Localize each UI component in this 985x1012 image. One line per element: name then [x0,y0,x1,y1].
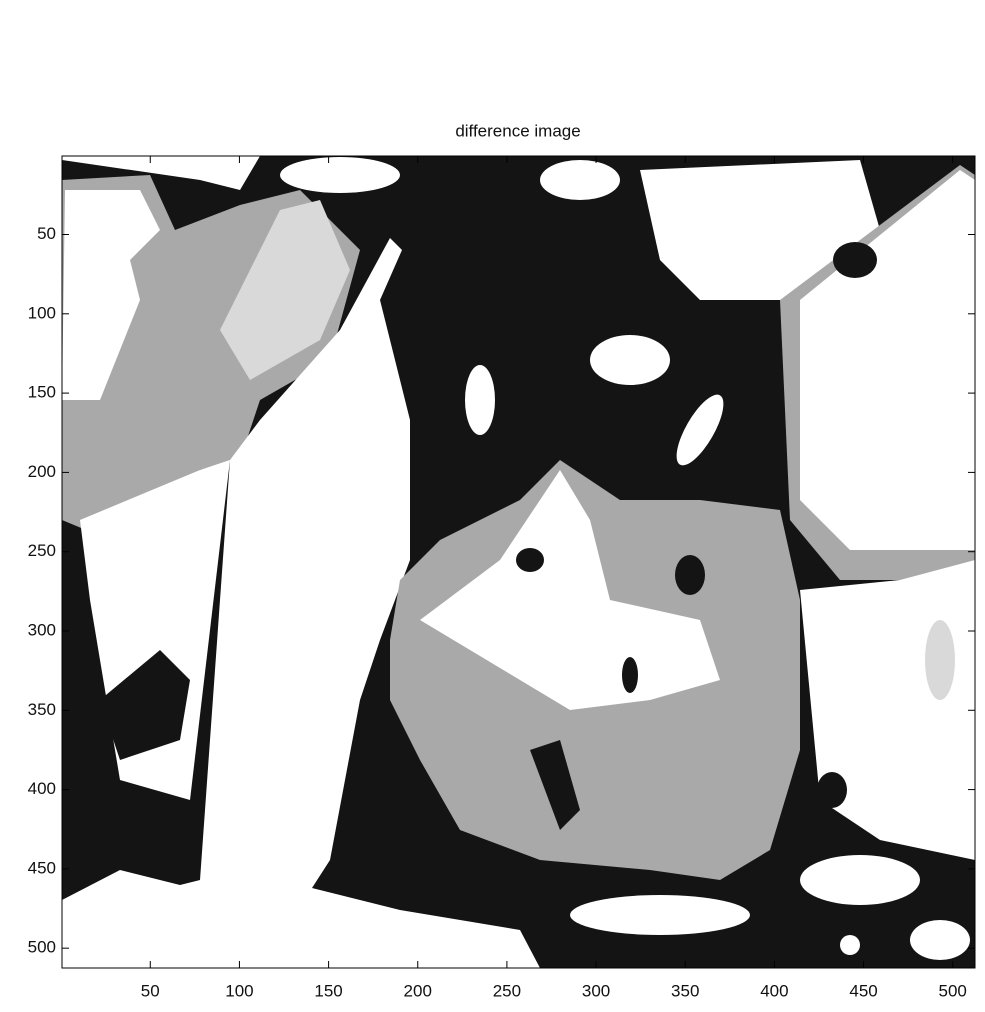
y-tick-label: 250 [28,541,56,560]
y-tick-label: 200 [28,462,56,481]
image-region [280,157,400,193]
y-tick-label: 300 [28,620,56,639]
image-region [516,548,544,572]
image-region [62,238,540,968]
image-region [570,895,750,935]
x-tick-label: 250 [493,981,521,1000]
y-tick-label: 450 [28,858,56,877]
image-region [420,470,720,710]
image-region [530,740,580,830]
y-tick-label: 350 [28,700,56,719]
image-region [833,242,877,278]
image-region [840,935,860,955]
x-tick-label: 100 [225,981,253,1000]
image-region [817,772,847,808]
image-region [925,620,955,700]
image-region [62,156,260,190]
image-region [465,365,495,435]
chart-title: difference image [455,121,580,140]
x-tick-label: 400 [760,981,788,1000]
image-region [640,160,880,300]
x-tick-label: 500 [939,981,967,1000]
x-tick-label: 450 [849,981,877,1000]
x-tick-label: 350 [671,981,699,1000]
image-region [622,657,638,693]
image-region [676,394,724,466]
y-tick-label: 400 [28,779,56,798]
x-tick-label: 50 [141,981,160,1000]
x-tick-label: 150 [314,981,342,1000]
y-tick-label: 100 [28,303,56,322]
plot-frame [61,155,976,969]
y-tick-label: 500 [28,938,56,957]
y-tick-label: 50 [37,224,56,243]
image-region [675,555,705,595]
image-region [800,855,920,905]
image-region [590,335,670,385]
image-region [540,160,620,200]
image-region [62,190,160,400]
x-tick-label: 200 [404,981,432,1000]
image-region [220,200,350,380]
y-tick-label: 150 [28,383,56,402]
x-tick-label: 300 [582,981,610,1000]
image [62,156,975,968]
image-region [910,920,970,960]
image-region [100,650,190,760]
